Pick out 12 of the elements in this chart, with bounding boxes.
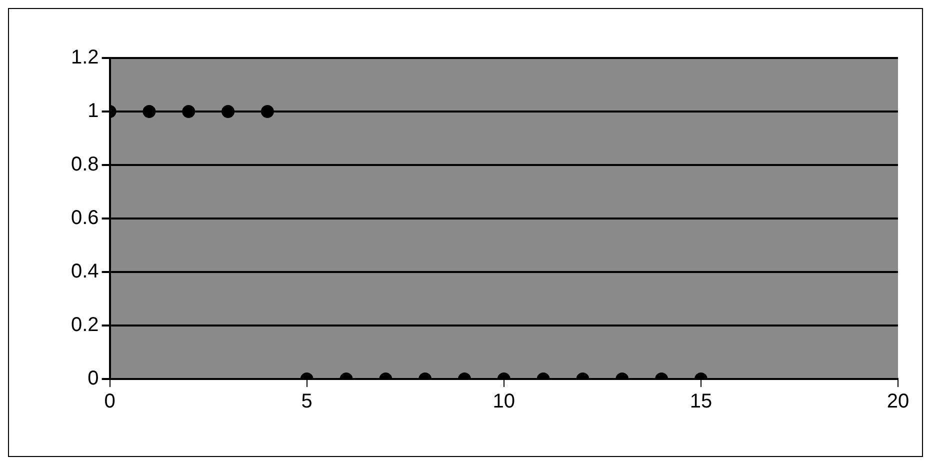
- y-tick-label: 1.2: [70, 46, 99, 69]
- y-tick-label: 1: [88, 100, 99, 122]
- y-tick-label: 0.2: [70, 314, 99, 336]
- x-tick-label: 0: [104, 390, 116, 413]
- x-tick-label: 20: [886, 390, 910, 413]
- x-tick-label: 15: [690, 390, 712, 413]
- x-tick-label: 10: [492, 390, 516, 413]
- x-tick-label: 5: [301, 390, 312, 413]
- y-tick-label: 0.8: [70, 154, 99, 176]
- y-tick-label: 0.4: [70, 260, 99, 283]
- y-tick-label: 0.6: [70, 207, 99, 230]
- y-tick-label: 0: [88, 368, 99, 390]
